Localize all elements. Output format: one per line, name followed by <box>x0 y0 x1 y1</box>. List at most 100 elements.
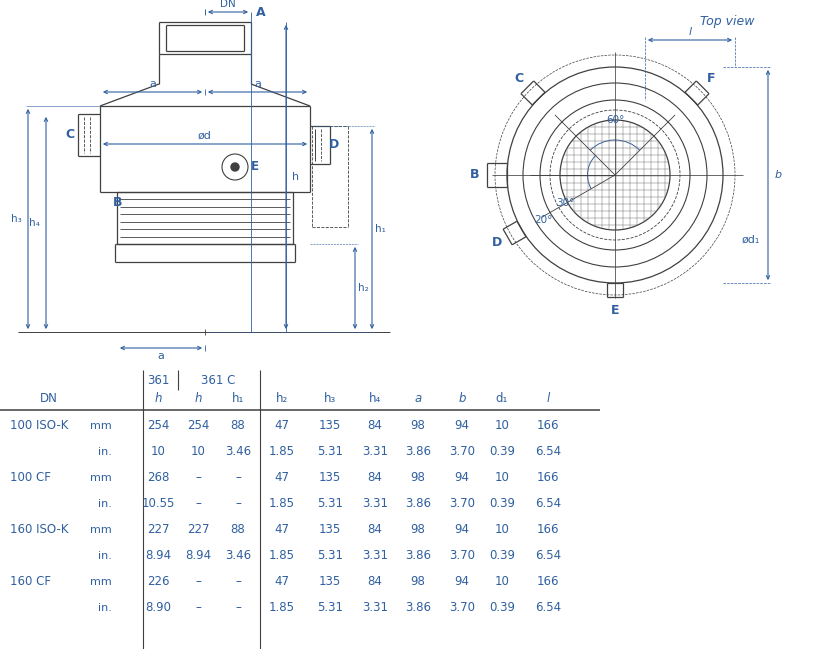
Text: 47: 47 <box>275 575 290 588</box>
Text: 5.31: 5.31 <box>317 549 343 562</box>
Text: in.: in. <box>98 603 112 613</box>
Text: in.: in. <box>98 498 112 509</box>
Text: 6.54: 6.54 <box>535 549 561 562</box>
Text: 88: 88 <box>231 419 245 432</box>
Text: –: – <box>195 471 201 484</box>
Text: –: – <box>195 497 201 510</box>
Text: 10.55: 10.55 <box>142 497 175 510</box>
Circle shape <box>231 163 239 171</box>
Text: mm: mm <box>90 524 112 535</box>
Text: 3.31: 3.31 <box>362 445 388 458</box>
Text: 3.46: 3.46 <box>225 445 251 458</box>
Text: 3.31: 3.31 <box>362 549 388 562</box>
Text: 47: 47 <box>275 471 290 484</box>
Text: 94: 94 <box>455 523 470 536</box>
Text: a: a <box>254 79 261 89</box>
Text: 1.85: 1.85 <box>269 497 295 510</box>
Text: F: F <box>707 72 716 85</box>
Text: 3.70: 3.70 <box>449 601 475 614</box>
Text: 135: 135 <box>319 419 341 432</box>
Text: 47: 47 <box>275 419 290 432</box>
Text: 166: 166 <box>537 575 560 588</box>
Text: D: D <box>329 138 339 151</box>
Text: 254: 254 <box>146 419 169 432</box>
Text: 226: 226 <box>146 575 169 588</box>
Text: 94: 94 <box>455 471 470 484</box>
Text: 0.39: 0.39 <box>489 601 515 614</box>
Text: D: D <box>492 236 502 249</box>
Text: 100 ISO-K: 100 ISO-K <box>10 419 69 432</box>
Text: 10: 10 <box>495 419 510 432</box>
Text: 3.86: 3.86 <box>405 601 431 614</box>
Text: h₁: h₁ <box>231 391 245 404</box>
Text: C: C <box>515 72 524 85</box>
Text: a: a <box>149 79 156 89</box>
Text: 10: 10 <box>495 471 510 484</box>
Text: 254: 254 <box>187 419 209 432</box>
Text: 3.70: 3.70 <box>449 445 475 458</box>
Text: 3.86: 3.86 <box>405 445 431 458</box>
Text: DN: DN <box>40 391 58 404</box>
Text: C: C <box>65 129 74 141</box>
Text: 98: 98 <box>411 575 425 588</box>
Text: 3.86: 3.86 <box>405 497 431 510</box>
Text: 361 C: 361 C <box>200 374 236 387</box>
Text: 227: 227 <box>187 523 209 536</box>
Text: ød: ød <box>198 131 212 141</box>
Text: 3.70: 3.70 <box>449 497 475 510</box>
Text: 30°: 30° <box>555 198 574 208</box>
Text: mm: mm <box>90 472 112 483</box>
Text: 6.54: 6.54 <box>535 601 561 614</box>
Text: 3.46: 3.46 <box>225 549 251 562</box>
Text: 6.54: 6.54 <box>535 497 561 510</box>
Text: 160 ISO-K: 160 ISO-K <box>10 523 69 536</box>
Text: h: h <box>194 391 202 404</box>
Text: h₃: h₃ <box>11 214 21 224</box>
Text: h₃: h₃ <box>324 391 336 404</box>
Text: 160 CF: 160 CF <box>10 575 51 588</box>
Text: h₄: h₄ <box>369 391 381 404</box>
Text: –: – <box>195 575 201 588</box>
Text: 8.90: 8.90 <box>145 601 171 614</box>
Text: 47: 47 <box>275 523 290 536</box>
Text: 100 CF: 100 CF <box>10 471 51 484</box>
Text: 166: 166 <box>537 419 560 432</box>
Text: b: b <box>775 170 781 180</box>
Text: 10: 10 <box>151 445 165 458</box>
Text: h₄: h₄ <box>29 218 39 228</box>
Text: 1.85: 1.85 <box>269 601 295 614</box>
Text: 361: 361 <box>146 374 169 387</box>
Text: 135: 135 <box>319 471 341 484</box>
Text: E: E <box>611 304 619 317</box>
Text: h₂: h₂ <box>357 283 368 293</box>
Text: –: – <box>235 497 241 510</box>
Text: h: h <box>155 391 162 404</box>
Text: 3.31: 3.31 <box>362 497 388 510</box>
Text: –: – <box>235 601 241 614</box>
Text: in.: in. <box>98 447 112 457</box>
Text: h₁: h₁ <box>375 224 385 234</box>
Text: 84: 84 <box>367 419 383 432</box>
Text: 84: 84 <box>367 523 383 536</box>
Text: –: – <box>235 575 241 588</box>
Text: 0.39: 0.39 <box>489 445 515 458</box>
Text: mm: mm <box>90 421 112 430</box>
Text: 98: 98 <box>411 419 425 432</box>
Text: 1.85: 1.85 <box>269 445 295 458</box>
Text: 5.31: 5.31 <box>317 601 343 614</box>
Text: DN: DN <box>220 0 236 9</box>
Text: 10: 10 <box>191 445 205 458</box>
Text: 5.31: 5.31 <box>317 445 343 458</box>
Text: mm: mm <box>90 576 112 587</box>
Text: h₂: h₂ <box>276 391 288 404</box>
Text: 84: 84 <box>367 575 383 588</box>
Text: ød₁: ød₁ <box>742 235 760 245</box>
Text: 0.39: 0.39 <box>489 549 515 562</box>
Text: 3.86: 3.86 <box>405 549 431 562</box>
Text: 8.94: 8.94 <box>145 549 171 562</box>
Text: 135: 135 <box>319 575 341 588</box>
Text: a: a <box>158 351 164 361</box>
Text: b: b <box>458 391 465 404</box>
Text: 1.85: 1.85 <box>269 549 295 562</box>
Text: Top view: Top view <box>700 16 754 29</box>
